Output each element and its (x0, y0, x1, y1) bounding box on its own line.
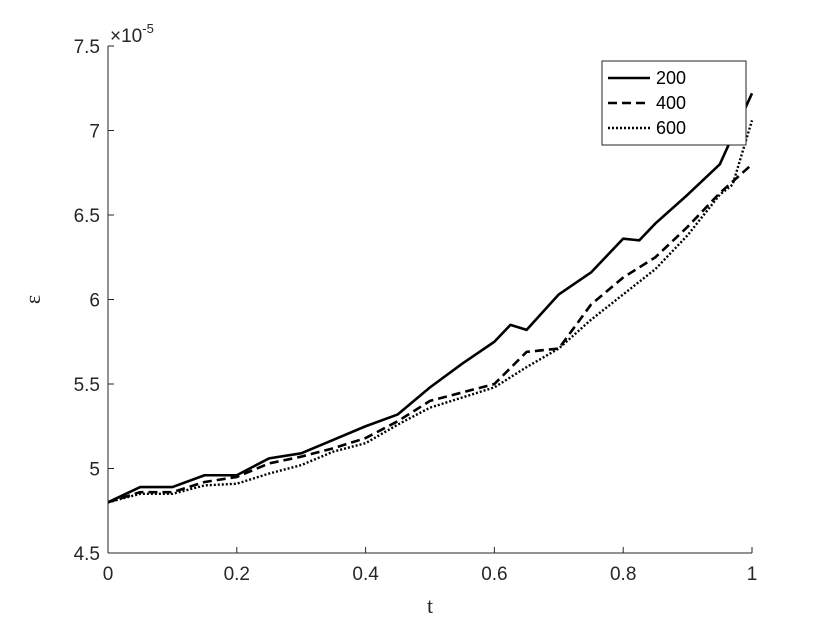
tick-labels: 0 0.2 0.4 0.6 0.8 1 4.5 5 5.5 6 6.5 7 7.5 (74, 37, 758, 585)
y-tick-label: 5.5 (74, 375, 100, 396)
legend: 200 400 600 (601, 60, 747, 146)
series-line-200 (107, 92, 754, 504)
x-tick-label: 0.6 (481, 564, 507, 585)
legend-label-400: 400 (656, 93, 686, 113)
y-tick-label: 5 (89, 460, 100, 481)
y-exponent-base: ×10 (110, 26, 142, 47)
x-axis-label: t (427, 593, 433, 618)
series-line-600 (107, 120, 754, 504)
x-tick-label: 1 (747, 564, 758, 585)
x-tick-label: 0.8 (610, 564, 636, 585)
y-tick-label: 7 (89, 122, 100, 143)
legend-label-200: 200 (656, 68, 686, 88)
y-axis-label: ε (20, 295, 45, 304)
series-line-400 (107, 163, 753, 504)
x-tick-label: 0.4 (352, 564, 379, 585)
y-tick-label: 6 (89, 291, 100, 312)
y-tick-label: 6.5 (74, 206, 100, 227)
y-exponent-power: -5 (142, 21, 154, 36)
x-tick-label: 0.2 (224, 564, 250, 585)
x-tick-label: 0 (103, 564, 114, 585)
y-tick-label: 4.5 (74, 544, 100, 565)
y-axis-exponent: ×10-5 (110, 21, 154, 47)
series-layer (107, 92, 754, 504)
y-tick-label: 7.5 (74, 37, 100, 58)
tick-marks (107, 45, 753, 554)
legend-label-600: 600 (656, 118, 686, 138)
